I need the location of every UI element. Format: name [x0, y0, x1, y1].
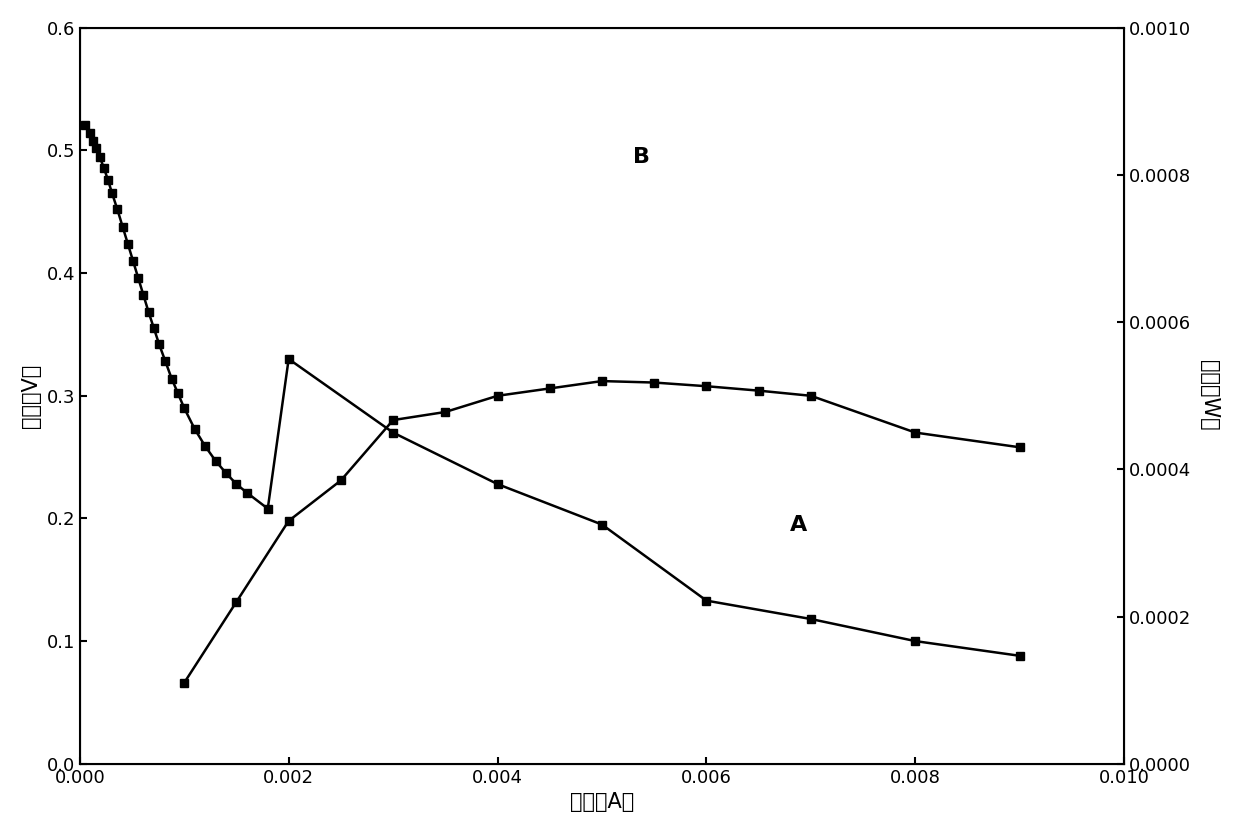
Y-axis label: 电压（V）: 电压（V） [21, 364, 41, 428]
Y-axis label: 功率（W）: 功率（W） [1199, 361, 1219, 431]
X-axis label: 电流（A）: 电流（A） [570, 792, 634, 812]
Text: A: A [790, 515, 807, 535]
Text: B: B [634, 147, 650, 167]
